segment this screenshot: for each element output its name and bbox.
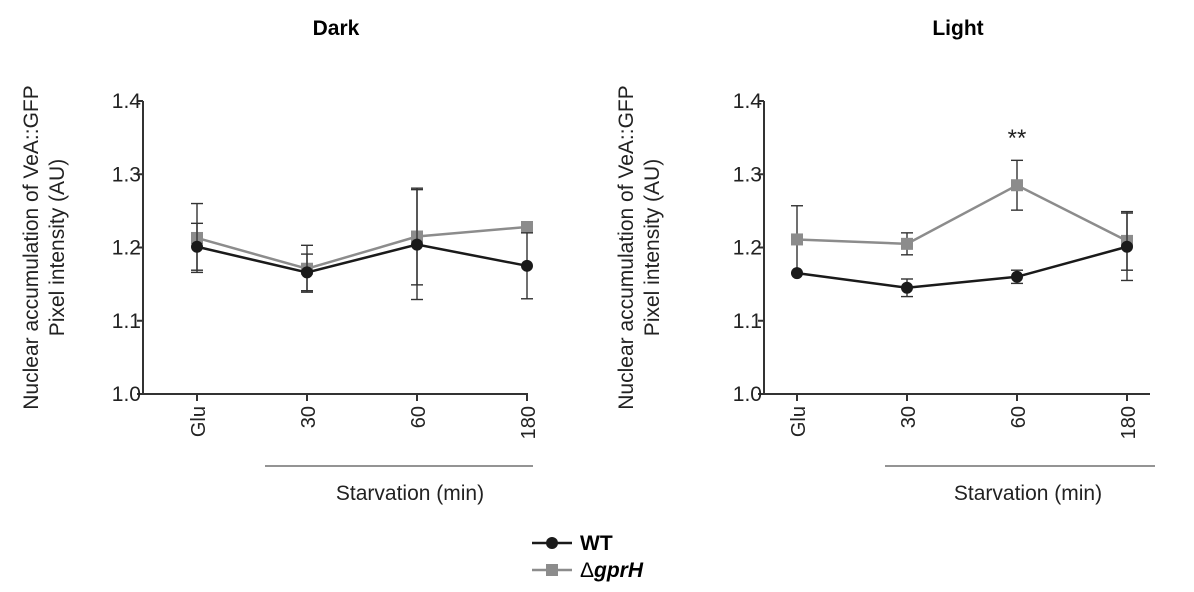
legend: WT ΔgprH — [532, 532, 644, 582]
y-axis-label-line2: Pixel intensity (AU) — [641, 159, 664, 336]
legend-label: ΔgprH — [580, 559, 644, 582]
legend-label: WT — [580, 532, 613, 555]
y-tick-label: 1.2 — [112, 237, 141, 260]
series-line — [796, 183, 1128, 246]
x-tick-label: 30 — [898, 406, 920, 428]
chart-title: Light — [932, 17, 983, 40]
y-tick-label: 1.1 — [733, 310, 762, 333]
y-tick-label: 1.4 — [733, 90, 763, 113]
series-gprh — [791, 159, 1133, 274]
x-axis-group-label: Starvation (min) — [336, 482, 484, 505]
data-point — [301, 266, 313, 279]
y-axis-label-line1: Nuclear accumulation of VeA::GFP — [20, 85, 43, 410]
x-tick-label: Glu — [188, 406, 210, 437]
y-tick-label: 1.4 — [112, 90, 142, 113]
legend-label-prefix: Δ — [580, 559, 594, 582]
y-tick-label: 1.3 — [112, 163, 141, 186]
y-axis-label-line2: Pixel intensity (AU) — [46, 159, 69, 336]
data-point — [521, 259, 533, 272]
y-tick-label: 1.2 — [733, 237, 762, 260]
series-gprh — [191, 187, 533, 293]
chart-title: Dark — [313, 17, 360, 40]
x-tick-label: 60 — [408, 406, 430, 428]
x-tick-label: 60 — [1008, 406, 1030, 428]
series-line — [196, 243, 528, 274]
x-tick-label: 30 — [298, 406, 320, 428]
series-line — [796, 245, 1128, 290]
data-point — [1011, 179, 1023, 192]
x-axis-group-label: Starvation (min) — [954, 482, 1102, 505]
series-wt — [191, 188, 533, 301]
data-point — [411, 238, 423, 251]
legend-label-text: WT — [580, 532, 613, 555]
legend-entry-wt: WT — [532, 532, 613, 555]
series-line — [196, 225, 528, 271]
x-tick-label: Glu — [788, 406, 810, 437]
significance-marker: ** — [1008, 125, 1027, 152]
y-tick-label: 1.0 — [112, 383, 141, 406]
data-point — [791, 267, 803, 280]
legend-marker — [546, 537, 558, 549]
data-point — [191, 240, 203, 253]
legend-label-text: gprH — [593, 559, 644, 582]
y-tick-label: 1.1 — [112, 310, 141, 333]
data-point — [901, 237, 913, 250]
data-point — [791, 233, 803, 246]
legend-entry-gprh: ΔgprH — [532, 559, 644, 582]
y-axis-label: Nuclear accumulation of VeA::GFP Pixel in… — [20, 85, 69, 410]
x-tick-label: 180 — [518, 406, 540, 439]
data-point — [1121, 240, 1133, 253]
legend-marker — [546, 564, 558, 576]
y-axis-label-line1: Nuclear accumulation of VeA::GFP — [615, 85, 638, 410]
data-point — [901, 281, 913, 294]
x-tick-label: 180 — [1118, 406, 1140, 439]
series-wt — [791, 212, 1133, 298]
data-point — [1011, 270, 1023, 283]
y-tick-label: 1.3 — [733, 163, 762, 186]
y-axis-label: Nuclear accumulation of VeA::GFP Pixel in… — [615, 85, 664, 410]
data-point — [521, 220, 533, 233]
y-tick-label: 1.0 — [733, 383, 762, 406]
